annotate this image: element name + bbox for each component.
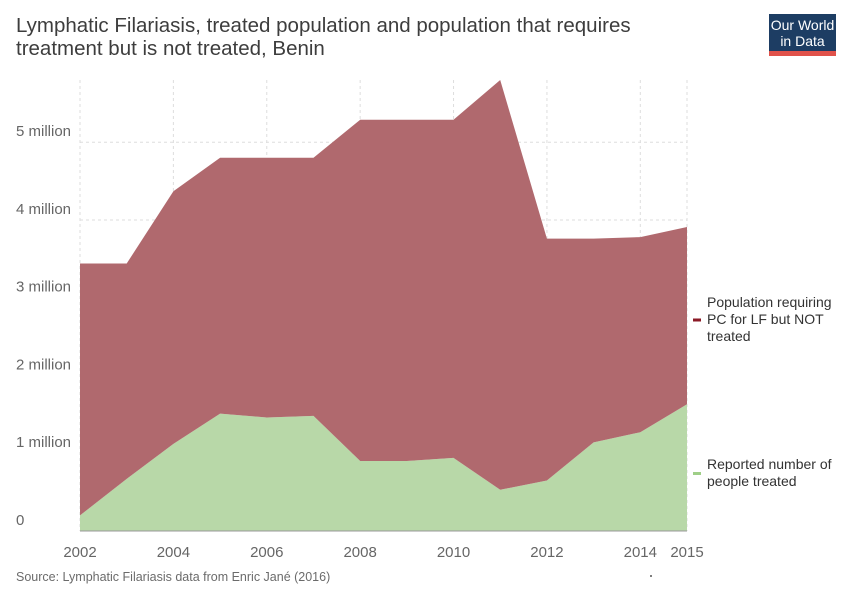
logo-text-line-1: Our World [770, 17, 835, 33]
x-tick-label: 2008 [343, 544, 376, 561]
y-tick-label: 4 million [16, 201, 71, 218]
legend-label: Population requiring PC for LF but NOT tre… [707, 294, 832, 344]
area-series-treated [80, 404, 687, 531]
logo-accent-bar [769, 51, 836, 56]
y-tick-label: 1 million [16, 434, 71, 451]
logo-text-line-2: in Data [780, 33, 825, 49]
x-tick-label: 2010 [437, 544, 470, 561]
area-series-not-treated [80, 80, 687, 516]
chart-title-line-1: Lymphatic Filariasis, treated population… [16, 14, 631, 37]
owid-logo[interactable]: Our World in Data [769, 14, 836, 56]
chart-title: Lymphatic Filariasis, treated population… [16, 14, 716, 60]
y-tick-label: 5 million [16, 123, 71, 140]
x-tick-label: 2012 [530, 544, 563, 561]
y-tick-label: 0 [16, 512, 24, 529]
x-tick-label: 2015 [670, 544, 703, 561]
y-tick-label: 2 million [16, 356, 71, 373]
footer-dot [650, 575, 652, 577]
chart-title-line-2: treatment but is not treated, Benin [16, 37, 325, 60]
y-tick-label: 3 million [16, 279, 71, 296]
source-note: Source: Lymphatic Filariasis data from E… [16, 570, 331, 584]
x-tick-label: 2002 [63, 544, 96, 561]
x-tick-label: 2006 [250, 544, 283, 561]
x-tick-label: 2014 [624, 544, 657, 561]
x-tick-label: 2004 [157, 544, 190, 561]
legend-label: Reported number of people treated [707, 456, 832, 489]
